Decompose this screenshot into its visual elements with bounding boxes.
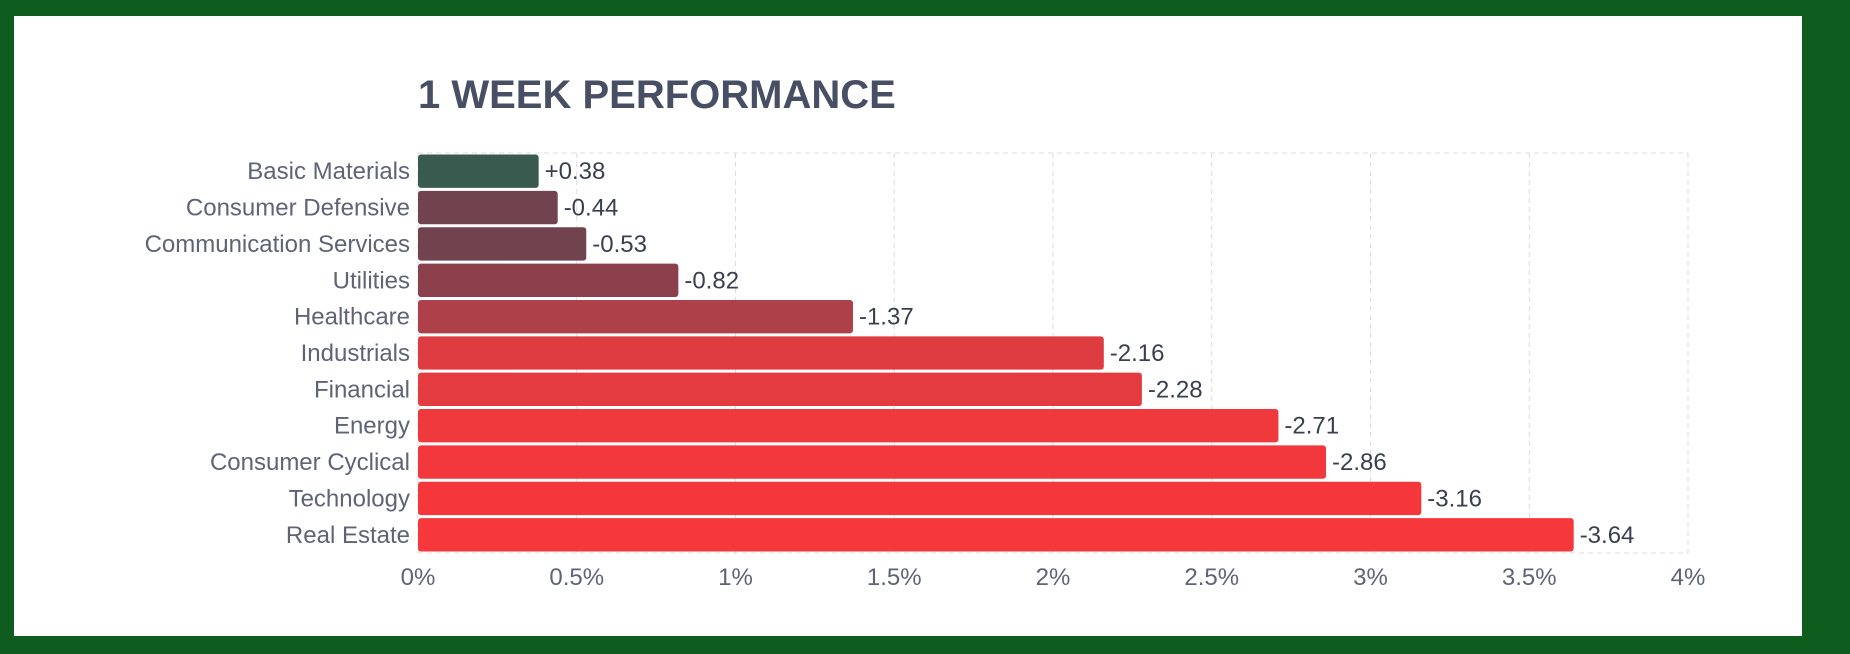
value-label: -0.44 [564,195,619,222]
x-tick-label: 4% [1671,564,1706,591]
bar [418,299,853,334]
category-label: Financial [314,376,410,403]
bars [418,154,1574,552]
bar [418,190,558,225]
x-tick-label: 3% [1353,564,1388,591]
bar [418,154,539,188]
x-tick-label: 2% [1036,564,1071,591]
chart-title: 1 WEEK PERFORMANCE [418,73,896,117]
x-tick-label: 3.5% [1502,564,1557,591]
category-label: Utilities [333,267,410,294]
x-tick-label: 0% [401,564,436,591]
x-tick-label: 1.5% [867,564,922,591]
value-label: -2.16 [1110,340,1165,367]
value-label: -0.82 [684,267,739,294]
category-label: Consumer Cyclical [210,449,410,476]
category-labels: Basic Materials Consumer Defensive Communi… [145,158,410,549]
category-label: Communication Services [145,231,410,258]
x-axis-ticks: 0% 0.5% 1% 1.5% 2% 2.5% 3% 3.5% 4% [401,564,1706,591]
category-label: Technology [289,485,410,512]
x-tick-label: 2.5% [1184,564,1239,591]
category-label: Basic Materials [247,158,410,185]
chart-container: 1 WEEK PERFORMANCE Basic Materials Consum… [14,16,1802,636]
value-label: -2.86 [1332,449,1387,476]
category-label: Industrials [301,340,410,367]
category-label: Healthcare [294,304,410,331]
bar [418,409,1279,443]
value-labels: +0.38 -0.44 -0.53 -0.82 -1.37 -2.16 -2.28 -2.71… [545,158,1635,549]
value-label: -1.37 [859,304,914,331]
value-label: -3.16 [1427,485,1482,512]
bar [418,518,1574,552]
value-label: -0.53 [592,231,647,258]
bar [418,227,587,261]
bar [418,263,679,297]
value-label: -2.71 [1284,413,1339,440]
bar [418,372,1142,407]
value-label: -2.28 [1148,376,1203,403]
value-label: -3.64 [1580,522,1635,549]
x-tick-label: 0.5% [549,564,604,591]
x-tick-label: 1% [718,564,753,591]
performance-chart: 1 WEEK PERFORMANCE Basic Materials Consum… [145,73,1706,591]
value-label: +0.38 [545,158,606,185]
bar [418,445,1327,479]
category-label: Real Estate [286,522,410,549]
bar [418,336,1104,370]
category-label: Consumer Defensive [186,195,410,222]
category-label: Energy [334,413,410,440]
bar [418,481,1422,516]
